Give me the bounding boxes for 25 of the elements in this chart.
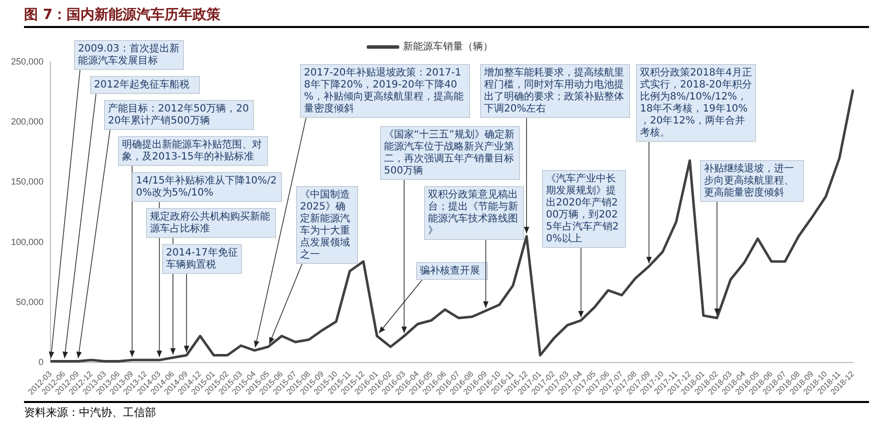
annotation: 14/15年补贴标准从下降10%/20%改为5%/10% (136, 174, 277, 199)
annotation: 骗补核查开展 (420, 264, 480, 277)
annotation: 2012年起免征车船税 (94, 78, 190, 91)
y-tick-label: 50,000 (16, 296, 44, 307)
annotation: 规定政府公共机构购买新能源车占比标准 (150, 210, 270, 235)
annotation: 《国家“十三五”规划》确定新能源汽车位于战略新兴产业第二，再次强调五年产销量目标500万辆 (384, 128, 514, 177)
y-tick-label: 150,000 (10, 176, 44, 187)
annotation: 产能目标：2012年50万辆，2020年累计产销500万辆 (108, 102, 249, 127)
annotation: 《中国制造2025》确定新能源汽车为十大重点发展领域之一 (300, 188, 350, 261)
y-tick-label: 250,000 (10, 56, 44, 66)
annotation: 双积分政策2018年4月正式实行，2018-20年积分比例为8%/10%/12%，18年不考核，19年10%，20年12%，两年合并考核。 (640, 66, 752, 139)
y-tick-label: 200,000 (10, 116, 44, 127)
annotation: 2014-17年免征车辆购置税 (166, 246, 238, 271)
annotation: 明确提出新能源车补贴范围、对象，及2013-15年的补贴标准 (122, 138, 262, 163)
annotation: 2009.03：首次提出新能源汽车发展目标 (78, 42, 180, 67)
y-tick-label: 100,000 (10, 236, 44, 247)
annotation: 2017-20年补贴退坡政策：2017-18年下降20%，2019-20年下降40%，补贴倾向更高续航里程，提高能量密度倾斜 (304, 66, 464, 115)
annotation: 补贴继续退坡，进一步向更高续航里程、更高能量密度倾斜 (704, 162, 794, 199)
y-tick-label: 0 (38, 356, 44, 367)
legend-label: 新能源车销量（辆） (403, 40, 493, 53)
text: 资料来源：中汽协、工信部 (24, 401, 869, 423)
chart-title: 图 7：国内新能源汽车历年政策 (24, 4, 869, 28)
annotation: 《汽车产业中长期发展规划》提出2020年产销200万辆，到2025年占汽车产销20%以上 (546, 172, 619, 245)
annotation: 双积分政策意见稿出台；提出《节能与新能源汽车技术路线图》 (428, 188, 518, 237)
annotation: 增加整车能耗要求，提高续航里程门槛，同时对车用动力电池提出了明确的要求；政策补贴整体下调20%左右 (483, 66, 624, 115)
